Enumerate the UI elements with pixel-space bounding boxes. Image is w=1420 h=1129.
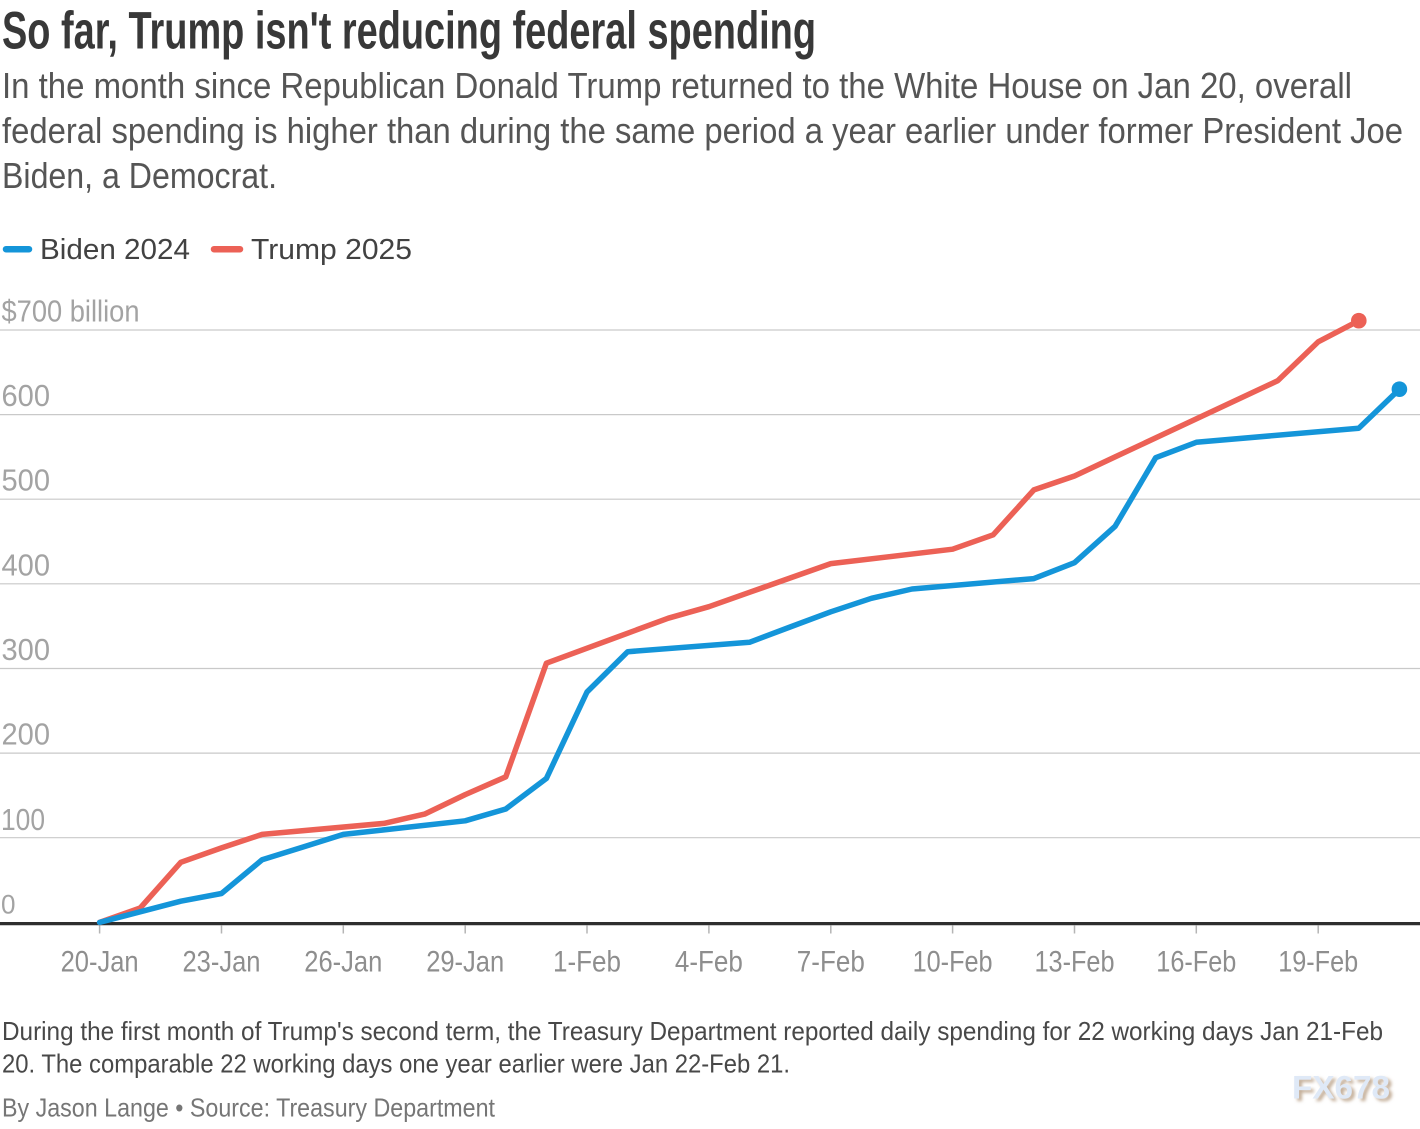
svg-text:13-Feb: 13-Feb bbox=[1035, 947, 1115, 979]
svg-text:400: 400 bbox=[2, 547, 51, 582]
svg-text:300: 300 bbox=[2, 632, 51, 667]
svg-text:FX678: FX678 bbox=[1295, 1072, 1393, 1108]
svg-text:19-Feb: 19-Feb bbox=[1278, 947, 1358, 979]
svg-text:20. The comparable 22 working: 20. The comparable 22 working days one y… bbox=[2, 1049, 790, 1079]
svg-text:26-Jan: 26-Jan bbox=[304, 947, 382, 979]
svg-text:4-Feb: 4-Feb bbox=[675, 947, 743, 979]
svg-text:100: 100 bbox=[1, 802, 45, 837]
svg-text:So far, Trump isn't reducing f: So far, Trump isn't reducing federal spe… bbox=[2, 2, 816, 61]
svg-text:During the first month of Trum: During the first month of Trump's second… bbox=[2, 1016, 1383, 1046]
svg-text:600: 600 bbox=[2, 378, 51, 413]
svg-text:200: 200 bbox=[2, 717, 51, 752]
svg-text:1-Feb: 1-Feb bbox=[553, 947, 621, 979]
svg-text:500: 500 bbox=[2, 463, 51, 498]
svg-text:$700 billion: $700 billion bbox=[2, 294, 140, 329]
svg-text:By Jason Lange • Source: Treas: By Jason Lange • Source: Treasury Depart… bbox=[2, 1093, 496, 1123]
svg-text:10-Feb: 10-Feb bbox=[913, 947, 993, 979]
svg-text:23-Jan: 23-Jan bbox=[183, 947, 261, 979]
svg-text:Biden 2024: Biden 2024 bbox=[40, 234, 190, 266]
svg-text:16-Feb: 16-Feb bbox=[1156, 947, 1236, 979]
svg-text:0: 0 bbox=[1, 890, 16, 920]
svg-text:Biden, a Democrat.: Biden, a Democrat. bbox=[2, 155, 277, 196]
svg-text:29-Jan: 29-Jan bbox=[426, 947, 504, 979]
svg-text:In the month since Republican: In the month since Republican Donald Tru… bbox=[2, 65, 1352, 106]
svg-text:Trump 2025: Trump 2025 bbox=[251, 234, 412, 266]
svg-text:FX678: FX678 bbox=[1292, 1070, 1390, 1106]
svg-text:20-Jan: 20-Jan bbox=[61, 947, 139, 979]
svg-text:federal spending is higher tha: federal spending is higher than during t… bbox=[2, 110, 1403, 151]
svg-text:7-Feb: 7-Feb bbox=[797, 947, 865, 979]
